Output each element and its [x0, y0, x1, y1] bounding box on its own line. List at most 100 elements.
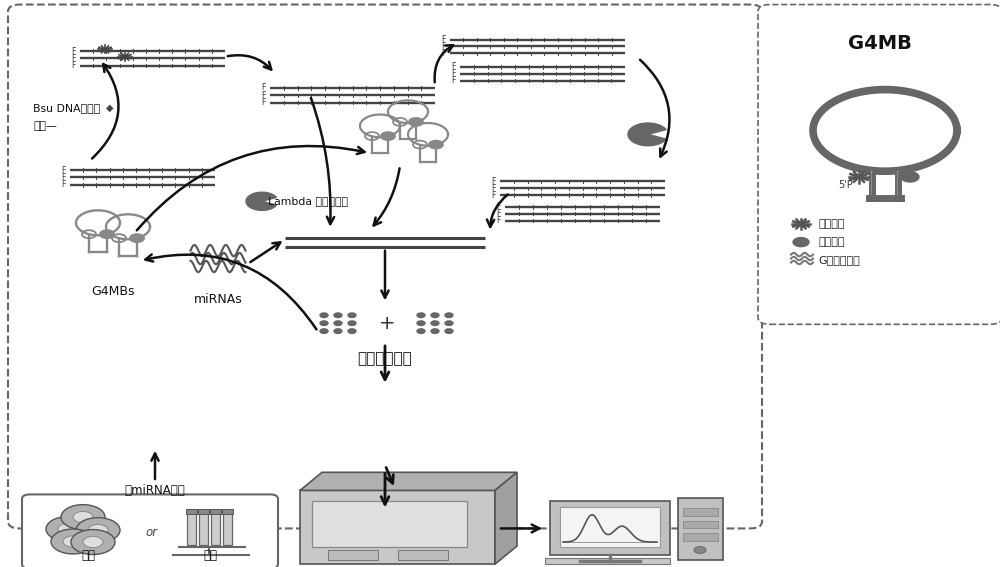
Text: F: F: [262, 83, 266, 92]
Circle shape: [901, 172, 919, 182]
Text: 5'P: 5'P: [838, 180, 853, 191]
Circle shape: [431, 321, 439, 325]
Circle shape: [431, 313, 439, 318]
Text: F: F: [497, 209, 501, 218]
Bar: [560, 507, 660, 547]
Circle shape: [320, 321, 328, 325]
Text: F: F: [492, 184, 496, 193]
Circle shape: [71, 530, 115, 555]
Text: F: F: [72, 54, 76, 63]
Bar: [678, 498, 723, 560]
Circle shape: [320, 313, 328, 318]
Bar: [328, 550, 378, 560]
Circle shape: [88, 524, 108, 536]
Text: F: F: [452, 76, 456, 85]
Bar: [300, 490, 495, 564]
Circle shape: [320, 329, 328, 333]
Text: F: F: [497, 202, 501, 211]
Circle shape: [51, 529, 95, 554]
Bar: [683, 533, 718, 541]
Bar: [545, 558, 670, 564]
Text: F: F: [442, 35, 446, 44]
Text: F: F: [72, 46, 76, 56]
Text: miRNAs: miRNAs: [194, 293, 242, 306]
Bar: [198, 509, 209, 514]
Circle shape: [82, 230, 96, 238]
Circle shape: [83, 536, 103, 548]
Circle shape: [348, 321, 356, 325]
Circle shape: [445, 321, 453, 325]
Circle shape: [445, 313, 453, 318]
Bar: [222, 509, 233, 514]
Text: Bsu DNA聪合鄶: Bsu DNA聪合鄶: [33, 103, 100, 113]
Text: G4MB: G4MB: [848, 34, 912, 53]
Bar: [550, 501, 670, 555]
Circle shape: [348, 313, 356, 318]
Text: F: F: [492, 191, 496, 200]
Text: F: F: [62, 180, 66, 189]
Bar: [186, 509, 197, 514]
Text: 总miRNA提取: 总miRNA提取: [125, 484, 185, 497]
Circle shape: [694, 547, 706, 553]
Polygon shape: [495, 472, 517, 564]
Circle shape: [130, 234, 144, 242]
Circle shape: [76, 518, 120, 543]
Circle shape: [73, 511, 93, 523]
Bar: [187, 513, 196, 545]
Circle shape: [46, 517, 90, 541]
Text: or: or: [146, 527, 158, 539]
Text: 引物—: 引物—: [33, 121, 57, 131]
Circle shape: [409, 118, 423, 126]
Circle shape: [334, 329, 342, 333]
Wedge shape: [246, 192, 277, 210]
Circle shape: [112, 234, 126, 242]
Text: F: F: [262, 98, 266, 107]
Circle shape: [381, 132, 395, 140]
FancyBboxPatch shape: [8, 5, 762, 528]
Text: 淡灮基团: 淡灮基团: [818, 237, 845, 247]
Circle shape: [429, 141, 443, 149]
Bar: [683, 508, 718, 516]
Bar: [683, 521, 718, 528]
Text: 血清: 血清: [203, 549, 217, 562]
Text: +: +: [379, 314, 395, 333]
Circle shape: [58, 523, 78, 535]
Text: ◆: ◆: [106, 103, 114, 113]
Text: F: F: [262, 91, 266, 100]
Text: 细胞: 细胞: [81, 549, 95, 562]
Text: G四链体结构: G四链体结构: [818, 255, 860, 265]
Text: F: F: [72, 61, 76, 70]
Bar: [312, 501, 467, 547]
Bar: [199, 513, 208, 545]
Circle shape: [393, 118, 407, 126]
Bar: [211, 513, 220, 545]
Text: F: F: [442, 42, 446, 51]
Circle shape: [334, 321, 342, 325]
Bar: [210, 509, 221, 514]
Text: F: F: [62, 173, 66, 182]
Polygon shape: [300, 472, 517, 490]
Circle shape: [431, 329, 439, 333]
Text: F: F: [492, 177, 496, 186]
Circle shape: [417, 313, 425, 318]
Circle shape: [365, 132, 379, 140]
Circle shape: [63, 536, 83, 547]
Circle shape: [793, 238, 809, 247]
Text: Lambda 核酸外切鄶: Lambda 核酸外切鄶: [268, 196, 348, 206]
Bar: [223, 513, 232, 545]
Circle shape: [417, 321, 425, 325]
Text: F: F: [442, 49, 446, 58]
Text: F: F: [452, 62, 456, 71]
Circle shape: [100, 230, 114, 238]
Circle shape: [61, 505, 105, 530]
Circle shape: [334, 313, 342, 318]
Wedge shape: [628, 123, 666, 146]
Text: 级联信号扩增: 级联信号扩增: [358, 351, 412, 366]
FancyBboxPatch shape: [758, 5, 1000, 324]
Circle shape: [417, 329, 425, 333]
Text: G4MBs: G4MBs: [91, 285, 135, 298]
Text: F: F: [62, 166, 66, 175]
Bar: [398, 550, 448, 560]
Circle shape: [413, 141, 427, 149]
Text: F: F: [452, 69, 456, 78]
